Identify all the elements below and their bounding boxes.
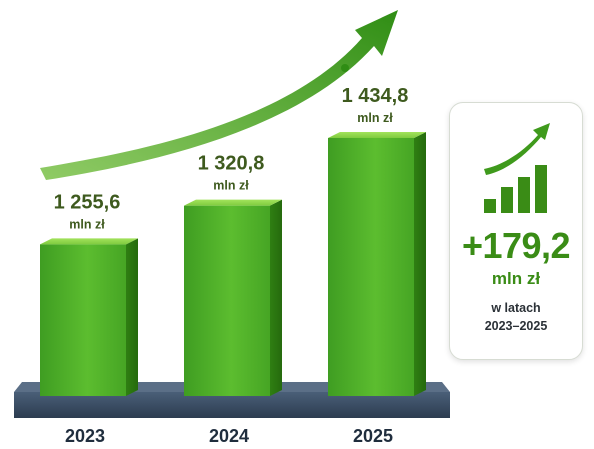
year-label-2025: 2025 <box>353 426 393 446</box>
summary-note-line2: 2023–2025 <box>484 319 548 333</box>
value-label-2025: 1 434,8 <box>342 85 409 107</box>
trend-arrow-icon <box>40 10 398 180</box>
bar-top-2025 <box>328 132 426 138</box>
value-label-2023: 1 255,6 <box>54 191 121 213</box>
summary-total: +179,2 <box>461 225 571 266</box>
bar-side-2025 <box>414 132 426 396</box>
value-label-2024: 1 320,8 <box>198 153 265 175</box>
unit-label-2023: mln zł <box>69 217 105 231</box>
growth-bars-arrow-icon <box>484 123 550 213</box>
bar-top-2023 <box>40 238 138 245</box>
unit-label-2024: mln zł <box>213 179 249 193</box>
chart-base <box>14 392 450 418</box>
year-label-2023: 2023 <box>65 426 105 446</box>
bar-2025 <box>328 138 414 396</box>
unit-label-2025: mln zł <box>357 111 393 125</box>
bar-side-2024 <box>270 199 282 396</box>
summary-card: +179,2 mln zł w latach 2023–2025 <box>449 102 583 360</box>
trend-arrow-dot <box>341 64 349 72</box>
summary-note-line1: w latach <box>491 301 541 315</box>
bar-2024 <box>184 205 270 396</box>
bar-2023 <box>40 244 126 396</box>
summary-unit: mln zł <box>491 269 541 288</box>
bar-side-2023 <box>126 238 138 396</box>
year-label-2024: 2024 <box>209 426 249 446</box>
bar-top-2024 <box>184 199 282 206</box>
